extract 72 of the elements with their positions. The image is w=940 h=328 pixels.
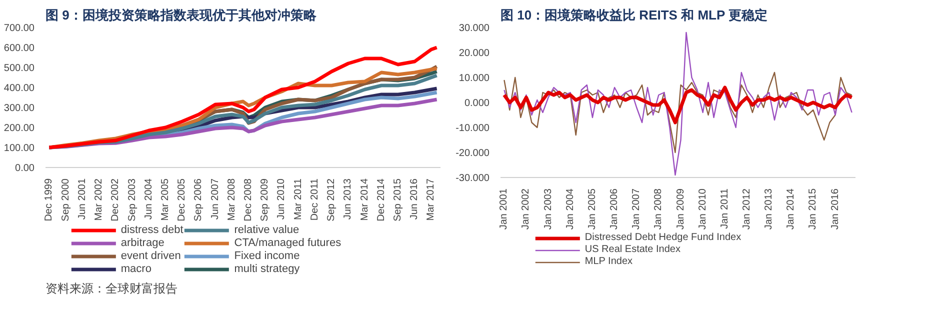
legend-label: multi strategy [234,263,300,275]
x-tick-label: Jun 2001 [76,178,88,220]
x-tick-label: Jun 2016 [409,178,420,220]
line-series [504,32,852,176]
x-tick-label: Jan 2008 [653,188,664,230]
y-tick-label: 600.00 [4,43,35,54]
legend-label: macro [120,263,152,275]
y-tick-label: -10.000 [456,123,490,134]
x-tick-label: Mar 2017 [426,178,437,221]
x-tick-label: Mar 2011 [292,178,304,220]
y-tick-label: -30.000 [456,173,490,184]
legend-label: relative value [234,224,300,236]
line-series [502,86,854,124]
x-tick-label: Jan 2003 [542,188,554,230]
x-tick-label: Jan 2015 [808,188,819,230]
y-tick-label: 700.00 [4,23,35,34]
x-tick-label: Mar 2002 [93,178,104,221]
y-tick-label: 300.00 [4,103,35,114]
x-tick-label: Sep 2009 [260,178,271,222]
legend-label: MLP Index [584,256,633,267]
x-tick-label: Sep 2003 [126,178,138,222]
legend-label: arbitrage [120,237,164,249]
x-tick-label: Jun 2010 [276,178,288,220]
legend-label: Fixed income [234,250,300,262]
x-tick-label: Jan 2009 [675,188,686,230]
x-tick-label: Dec 2008 [243,178,254,222]
x-tick-label: Sep 2015 [392,178,404,222]
x-tick-label: Jan 2004 [564,188,576,230]
y-tick-label: 500.00 [4,63,35,74]
y-tick-label: 0.00 [15,163,35,174]
chart-title: 图 10：困境策略收益比 REITS 和 MLP 更稳定 [500,8,768,22]
y-tick-label: 10.000 [458,73,490,84]
x-tick-label: Jun 2007 [210,178,221,220]
y-tick-label: 200.00 [4,123,35,134]
x-tick-label: Mar 2005 [160,178,171,221]
y-tick-label: -20.000 [456,148,490,159]
x-tick-label: Sep 2012 [326,178,338,222]
x-tick-label: Mar 2008 [226,178,238,221]
x-tick-label: Dec 2002 [110,178,122,222]
y-tick-label: 400.00 [4,83,35,94]
legend-label: event driven [120,250,181,262]
legend-label: CTA/managed futures [234,237,342,249]
x-tick-label: Jan 2006 [609,188,620,230]
x-tick-label: Jun 2013 [342,178,354,220]
legend-label: Distressed Debt Hedge Fund Index [584,232,742,243]
x-tick-label: Jan 2001 [498,188,510,230]
x-tick-label: Jan 2007 [631,188,642,230]
y-tick-label: 20.000 [458,48,490,59]
x-tick-label: Dec 2005 [176,178,188,222]
x-tick-label: Jan 2010 [697,188,708,230]
x-tick-label: Jun 2004 [143,178,154,220]
x-tick-label: Sep 2006 [193,178,204,222]
x-tick-label: Jan 2013 [764,188,775,230]
x-tick-label: Dec 2011 [309,178,320,221]
chart-title: 图 9：困境投资策略指数表现优于其他对冲策略 [46,8,318,22]
line-series [47,46,439,150]
y-tick-label: 30.000 [458,23,490,34]
text: 资料来源：全球财富报告 [46,282,178,296]
x-tick-label: Jan 2011 [719,188,730,229]
x-tick-label: Jan 2012 [741,188,752,230]
x-tick-label: Jan 2005 [586,188,598,230]
x-tick-label: Sep 2000 [60,178,72,222]
x-tick-label: Mar 2014 [359,178,370,221]
x-tick-label: Jan 2016 [830,188,841,230]
x-tick-label: Dec 2014 [376,178,387,222]
x-tick-label: Dec 1999 [44,178,55,222]
y-tick-label: 100.00 [4,143,35,154]
x-tick-label: Jan 2002 [520,188,532,230]
x-tick-label: Jan 2014 [786,188,797,230]
legend-label: US Real Estate Index [584,244,680,255]
y-tick-label: 0.000 [464,98,490,109]
legend-label: distress debt [120,224,184,236]
